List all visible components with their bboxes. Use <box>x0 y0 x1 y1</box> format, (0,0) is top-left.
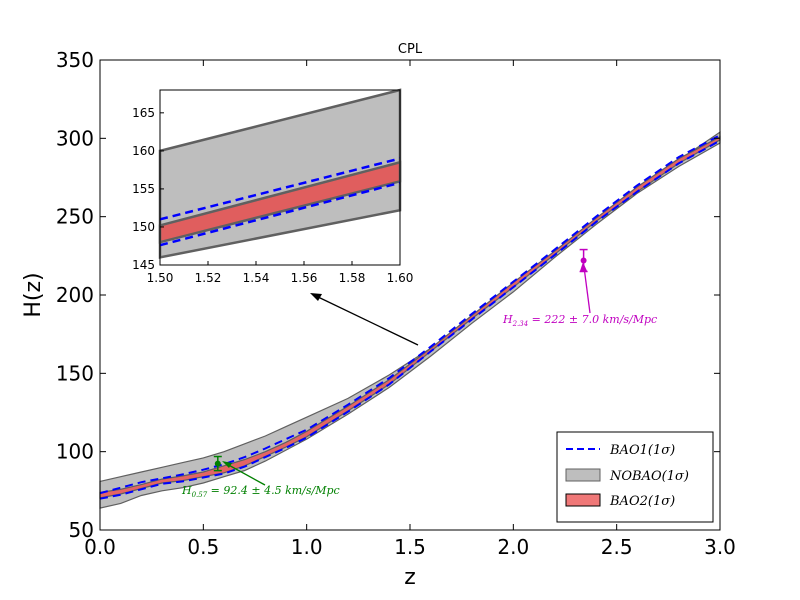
annotation-h057-rest: = 92.4 ± 4.5 km/s/Mpc <box>207 484 340 497</box>
annotation-h057-main: H <box>181 484 192 497</box>
data-point-h234 <box>580 257 587 264</box>
line-bao1-upper <box>99 134 721 495</box>
annotation-h057: H0.57 = 92.4 ± 4.5 km/s/Mpc <box>181 484 340 499</box>
legend-label-nobao: NOBAO(1σ) <box>609 469 689 484</box>
line-bao1-lower <box>99 139 721 500</box>
inset-x-ticks: 1.50 1.52 1.54 1.56 1.58 1.60 <box>147 261 414 285</box>
inset-plot: 1.50 1.52 1.54 1.56 1.58 1.60 145 150 155 160 165 <box>132 88 414 285</box>
annotation-h234-rest: = 222 ± 7.0 km/s/Mpc <box>528 313 657 326</box>
annotation-h234-main: H <box>502 313 513 326</box>
x-tick-label-0: 0.0 <box>84 535 116 559</box>
annotations: H0.57 = 92.4 ± 4.5 km/s/Mpc H2.34 = 222 … <box>181 262 657 499</box>
x-tick-label-2: 1.0 <box>291 535 323 559</box>
annotation-arrowhead-h057 <box>222 461 232 468</box>
annotation-h057-sub: 0.57 <box>192 491 208 499</box>
inset-y-ticks: 145 150 155 160 165 <box>132 106 164 272</box>
inset-y-tick-label-2: 155 <box>132 182 155 196</box>
x-tick-label-1: 0.5 <box>187 535 219 559</box>
annotation-h234: H2.34 = 222 ± 7.0 km/s/Mpc <box>502 313 657 328</box>
data-point-h057 <box>214 460 221 467</box>
inset-y-tick-label-1: 150 <box>132 220 155 234</box>
inset-y-tick-label-3: 160 <box>132 144 155 158</box>
x-tick-label-3: 1.5 <box>394 535 426 559</box>
inset-frame <box>159 89 401 266</box>
inset-x-tick-label-3: 1.56 <box>291 271 318 285</box>
annotation-arrowhead-h234 <box>580 262 587 271</box>
annotation-arrow-h057 <box>224 462 266 486</box>
legend: BAO1(1σ) NOBAO(1σ) BAO2(1σ) <box>556 431 714 523</box>
x-tick-label-6: 3.0 <box>704 535 736 559</box>
chart-title: CPL <box>398 42 423 57</box>
inset-y-tick-label-0: 145 <box>132 258 155 272</box>
y-tick-label-1: 100 <box>56 440 94 464</box>
x-tick-label-4: 2.0 <box>497 535 529 559</box>
main-lines <box>99 134 721 500</box>
inset-x-tick-label-4: 1.58 <box>339 271 366 285</box>
y-tick-label-2: 150 <box>56 361 94 385</box>
legend-swatch-bao2 <box>565 493 601 507</box>
inset-x-tick-label-1: 1.52 <box>195 271 222 285</box>
inset-line-bao1-lower <box>159 181 401 247</box>
y-tick-label-3: 200 <box>56 283 94 307</box>
inset-line-bao1-upper <box>159 157 401 221</box>
legend-label-bao1: BAO1(1σ) <box>609 443 675 458</box>
y-tick-label-4: 250 <box>56 205 94 229</box>
inset-pointer-arrowhead <box>310 293 322 301</box>
main-data-points <box>213 248 588 472</box>
x-tick-label-5: 2.5 <box>601 535 633 559</box>
y-tick-label-5: 300 <box>56 126 94 150</box>
y-tick-label-0: 50 <box>69 518 94 542</box>
y-tick-label-6: 350 <box>56 48 94 72</box>
y-axis-ticks: 50 100 150 200 250 300 350 <box>56 48 720 542</box>
inset-x-tick-label-5: 1.60 <box>387 271 414 285</box>
inset-x-tick-label-0: 1.50 <box>147 271 174 285</box>
annotation-h234-sub: 2.34 <box>512 320 529 328</box>
inset-x-tick-label-2: 1.54 <box>243 271 270 285</box>
legend-label-bao2: BAO2(1σ) <box>609 494 675 509</box>
annotation-arrow-h234 <box>583 266 591 314</box>
inset-pointer-arrow <box>315 295 419 346</box>
x-axis-label: z <box>404 565 416 590</box>
legend-swatch-nobao <box>565 468 601 482</box>
inset-y-tick-label-4: 165 <box>132 106 155 120</box>
y-axis-label: H(z) <box>21 272 46 317</box>
legend-box <box>556 431 714 523</box>
x-axis-ticks: 0.0 0.5 1.0 1.5 2.0 2.5 3.0 <box>84 60 736 559</box>
